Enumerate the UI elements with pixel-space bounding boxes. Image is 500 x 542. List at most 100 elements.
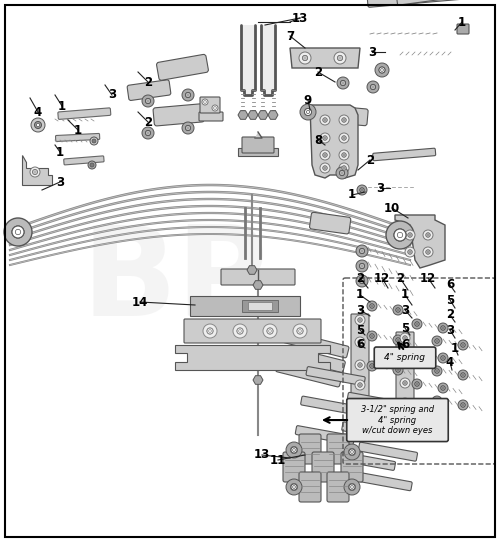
Circle shape — [292, 486, 296, 488]
Circle shape — [441, 326, 445, 330]
Circle shape — [342, 153, 346, 157]
Circle shape — [371, 335, 373, 337]
Circle shape — [306, 111, 310, 114]
Circle shape — [372, 86, 374, 88]
Circle shape — [356, 260, 368, 272]
Text: 1: 1 — [74, 124, 82, 137]
Circle shape — [338, 55, 342, 61]
Circle shape — [400, 333, 410, 343]
Circle shape — [342, 153, 346, 157]
Circle shape — [416, 383, 418, 385]
Circle shape — [412, 349, 422, 359]
Circle shape — [336, 167, 348, 179]
Circle shape — [30, 167, 40, 177]
Circle shape — [408, 233, 412, 237]
Text: 10: 10 — [384, 202, 400, 215]
Circle shape — [370, 85, 376, 89]
Circle shape — [187, 127, 189, 129]
Circle shape — [334, 52, 346, 64]
Circle shape — [323, 118, 327, 122]
Text: 1: 1 — [451, 341, 459, 354]
Circle shape — [146, 130, 150, 136]
FancyBboxPatch shape — [374, 347, 436, 369]
Circle shape — [187, 94, 189, 96]
Circle shape — [323, 118, 327, 122]
Circle shape — [286, 479, 302, 495]
Circle shape — [35, 122, 41, 128]
FancyBboxPatch shape — [283, 452, 305, 482]
Text: BP: BP — [82, 221, 268, 343]
Circle shape — [360, 279, 364, 283]
Circle shape — [432, 366, 442, 376]
FancyBboxPatch shape — [306, 366, 365, 385]
Circle shape — [208, 330, 212, 332]
Text: 1: 1 — [356, 288, 364, 301]
FancyBboxPatch shape — [299, 434, 321, 464]
Circle shape — [339, 133, 349, 143]
Circle shape — [405, 230, 415, 240]
Circle shape — [360, 188, 364, 192]
Polygon shape — [241, 25, 255, 95]
Circle shape — [360, 278, 364, 283]
Circle shape — [404, 359, 406, 361]
Circle shape — [358, 383, 362, 387]
Polygon shape — [175, 345, 330, 370]
Circle shape — [435, 399, 440, 403]
Circle shape — [412, 379, 422, 389]
Circle shape — [324, 137, 326, 139]
FancyBboxPatch shape — [56, 133, 100, 141]
Circle shape — [203, 324, 217, 338]
Polygon shape — [310, 105, 358, 178]
Text: 13: 13 — [292, 11, 308, 24]
Circle shape — [397, 309, 399, 311]
Circle shape — [304, 108, 312, 115]
Circle shape — [370, 364, 374, 368]
Circle shape — [394, 229, 406, 241]
Circle shape — [267, 328, 273, 334]
Circle shape — [293, 324, 307, 338]
FancyBboxPatch shape — [199, 112, 223, 121]
Circle shape — [268, 330, 272, 332]
Polygon shape — [290, 48, 360, 68]
FancyBboxPatch shape — [64, 156, 104, 165]
Circle shape — [358, 363, 362, 367]
Circle shape — [370, 304, 374, 308]
Circle shape — [339, 150, 349, 160]
FancyBboxPatch shape — [347, 392, 406, 411]
Circle shape — [343, 119, 345, 121]
Circle shape — [300, 104, 316, 120]
Circle shape — [323, 166, 327, 170]
Circle shape — [320, 150, 330, 160]
Circle shape — [371, 305, 373, 307]
FancyBboxPatch shape — [330, 106, 368, 126]
Circle shape — [237, 328, 243, 334]
Circle shape — [361, 189, 363, 191]
Circle shape — [426, 233, 430, 237]
Circle shape — [147, 132, 149, 134]
Circle shape — [427, 234, 429, 236]
Circle shape — [400, 355, 410, 365]
Circle shape — [31, 118, 45, 132]
Circle shape — [403, 401, 407, 405]
Polygon shape — [248, 111, 258, 119]
Text: 3: 3 — [376, 182, 384, 195]
Circle shape — [12, 225, 24, 238]
Circle shape — [423, 230, 433, 240]
Circle shape — [361, 250, 363, 252]
Circle shape — [370, 85, 376, 89]
Circle shape — [90, 163, 94, 167]
Circle shape — [233, 324, 247, 338]
Circle shape — [92, 139, 96, 143]
Text: 4: 4 — [446, 356, 454, 369]
Circle shape — [462, 374, 464, 376]
Circle shape — [360, 248, 364, 254]
Circle shape — [340, 170, 344, 176]
Circle shape — [438, 383, 448, 393]
Circle shape — [93, 140, 95, 142]
FancyBboxPatch shape — [200, 97, 220, 113]
Circle shape — [367, 81, 379, 93]
Circle shape — [304, 108, 312, 115]
Circle shape — [237, 328, 243, 334]
Circle shape — [415, 382, 419, 386]
Circle shape — [367, 331, 377, 341]
